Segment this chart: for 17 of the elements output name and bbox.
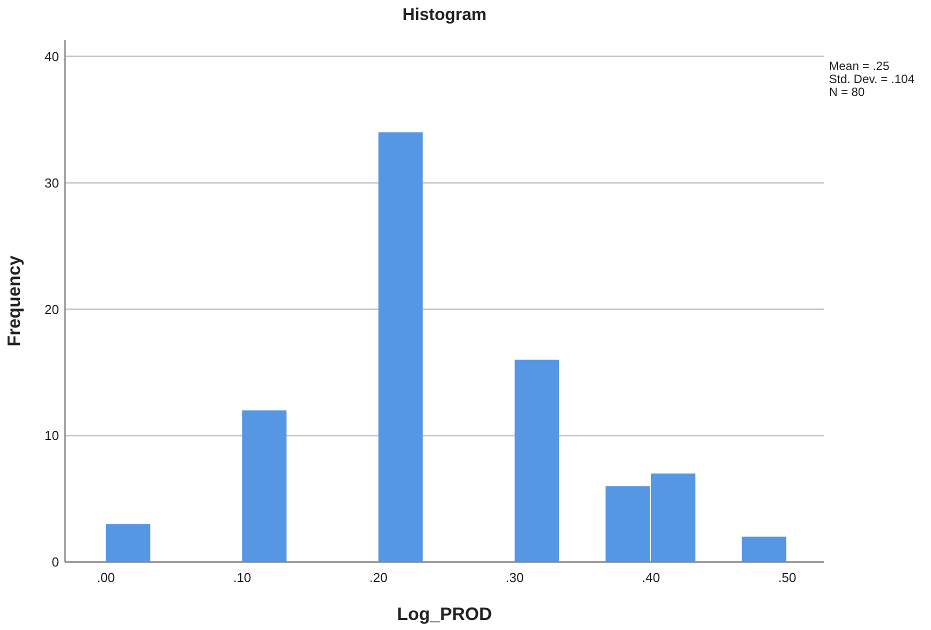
chart-title: Histogram — [402, 5, 487, 24]
x-tick-label: .40 — [642, 570, 660, 585]
y-tick-label: 0 — [52, 554, 59, 570]
y-tick-label: 40 — [44, 48, 59, 64]
x-axis-title: Log_PROD — [396, 604, 492, 624]
x-tick-label: .30 — [506, 570, 524, 585]
text: Mean = .25 — [829, 59, 890, 73]
y-tick-label: 30 — [44, 175, 59, 190]
text: Std. Dev. = .104 — [829, 72, 915, 86]
x-tick-label: .00 — [96, 570, 115, 585]
x-tick-label: .20 — [369, 570, 388, 585]
y-tick-label: 20 — [44, 302, 59, 317]
text: N = 80 — [829, 85, 866, 99]
y-tick-label: 10 — [44, 428, 59, 444]
x-tick-label: .50 — [778, 570, 796, 585]
x-tick-label: .10 — [233, 570, 252, 585]
y-axis-title: Frequency — [4, 255, 24, 347]
